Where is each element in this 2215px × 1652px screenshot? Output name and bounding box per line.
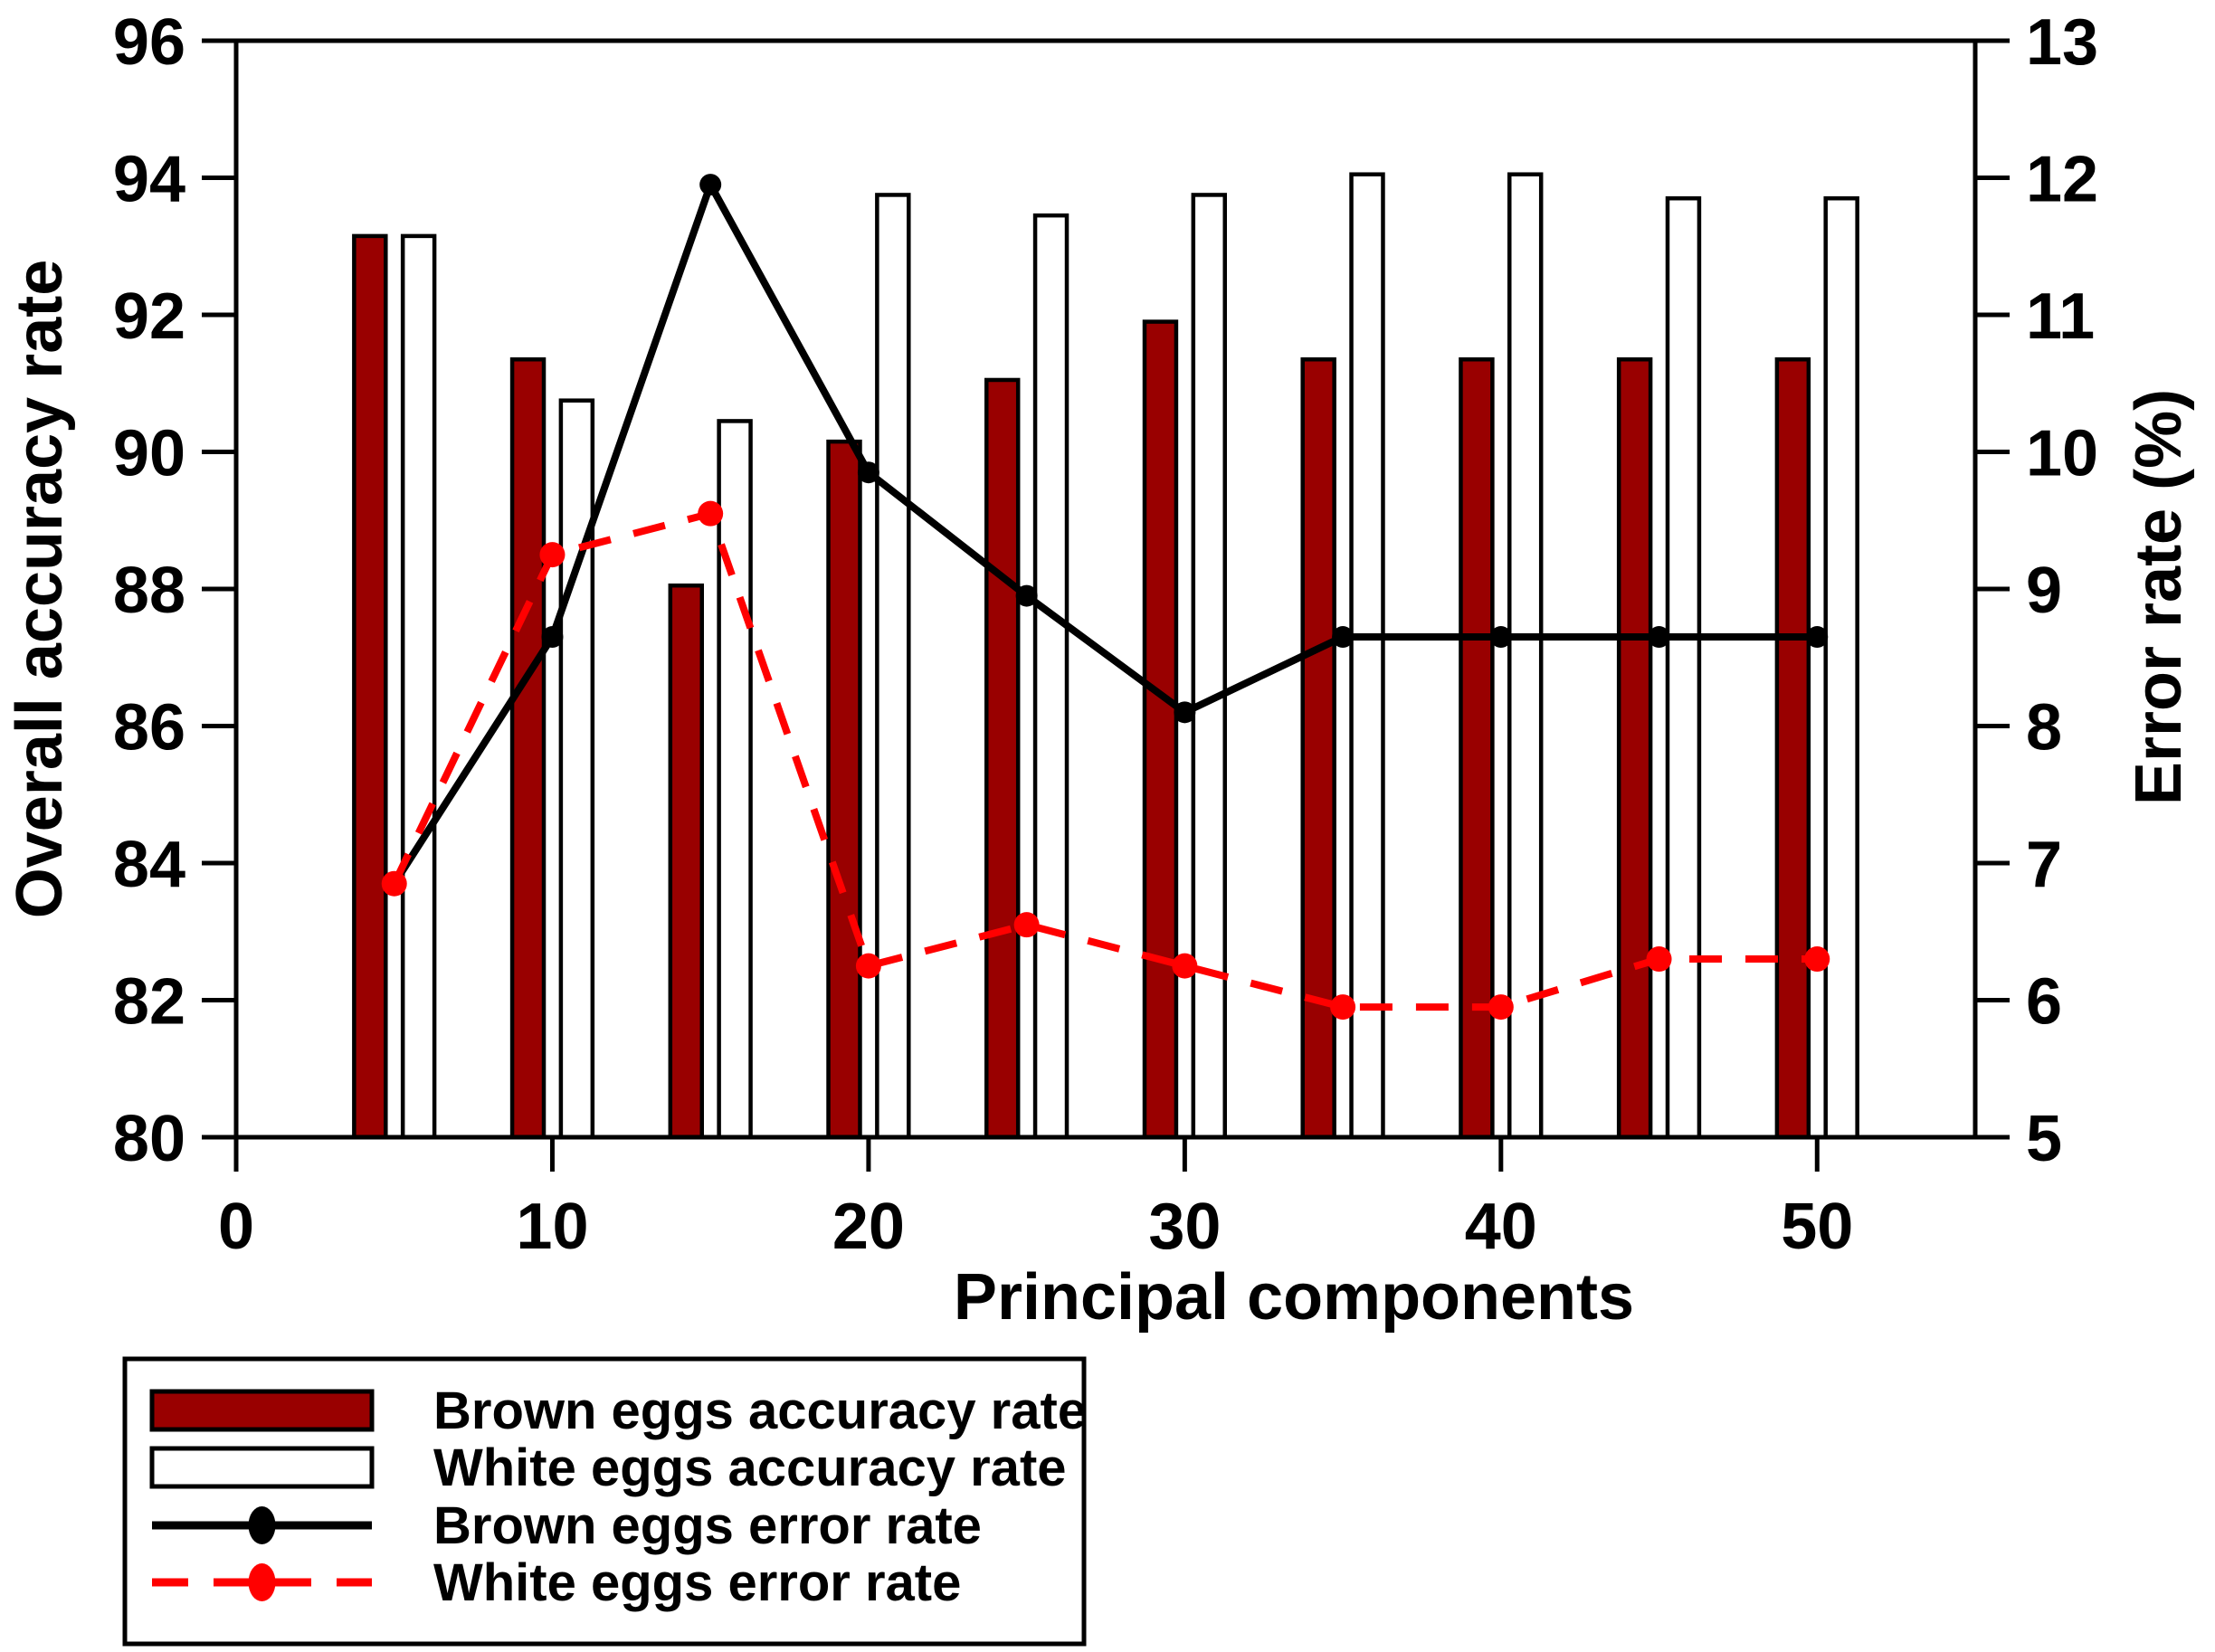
bar-white-eggs-accuracy	[1032, 213, 1069, 1140]
error-line-white-eggs	[391, 508, 1818, 1011]
bar-white-eggs-accuracy	[1823, 195, 1859, 1140]
error-line-brown-eggs-point	[1489, 626, 1512, 649]
left-axis-title: Overall accuracy rate	[4, 260, 76, 919]
error-line-brown-eggs-point	[1015, 584, 1038, 607]
error-line-white-eggs-point	[1330, 994, 1356, 1021]
bar-white-eggs-accuracy	[1349, 172, 1385, 1140]
plot-area: 80 82 84 86 88 90 92 94 96 5 6 7 8 9 10 11 12 13 0 10 20 30 40…	[113, 6, 2098, 1263]
legend-item-label: Brown eggs error rate	[433, 1496, 982, 1555]
x-axis-tick-label: 10	[516, 1191, 588, 1263]
left-axis-tick-label: 92	[113, 280, 185, 353]
error-line-white-eggs-point	[1013, 912, 1040, 938]
x-axis-tick-label: 50	[1781, 1191, 1853, 1263]
error-line-white-eggs-point	[855, 953, 881, 979]
bar-white-eggs-accuracy	[400, 233, 437, 1140]
bar-white-eggs-accuracy	[717, 419, 753, 1140]
error-line-white-eggs-point	[539, 542, 566, 568]
bar-brown-eggs-accuracy	[1774, 356, 1811, 1140]
legend-item-label: Brown eggs accuracy rate	[433, 1381, 1087, 1440]
error-line-brown-eggs-point	[857, 461, 879, 484]
right-axis-tick-label: 11	[2026, 280, 2095, 353]
x-axis-tick-label: 20	[832, 1191, 905, 1263]
x-axis-title: Principal components	[954, 1261, 1634, 1334]
bar-white-eggs-accuracy	[558, 398, 595, 1140]
right-axis-title: Error rate (%)	[2123, 389, 2195, 805]
legend-swatch-white-bar	[149, 1446, 375, 1489]
legend-marker-red	[248, 1563, 276, 1601]
right-axis-tick-label: 12	[2026, 144, 2098, 216]
error-line-white-eggs-point	[1488, 994, 1514, 1021]
error-line-brown-eggs-point	[1806, 626, 1829, 649]
left-axis-tick-label: 90	[113, 418, 185, 490]
error-line-white-eggs-point	[698, 500, 724, 527]
right-axis-tick-label: 9	[2026, 555, 2062, 627]
error-line-brown-eggs-point	[1174, 701, 1196, 724]
legend-item-label: White eggs accuracy rate	[433, 1438, 1067, 1497]
bar-white-eggs-accuracy	[1191, 193, 1227, 1140]
bar-brown-eggs-accuracy	[984, 377, 1021, 1140]
right-axis-tick-label: 7	[2026, 829, 2062, 901]
left-axis-tick-label: 88	[113, 555, 185, 627]
legend-item-label: White eggs error rate	[433, 1553, 961, 1612]
error-line-brown-eggs-point	[541, 626, 564, 649]
error-line-white-eggs-point	[1646, 946, 1672, 973]
right-axis-tick-label: 5	[2026, 1103, 2062, 1175]
x-axis-tick-label: 0	[218, 1191, 254, 1263]
legend-marker-black	[248, 1506, 276, 1544]
right-axis-tick-label: 13	[2026, 6, 2098, 79]
left-axis-tick-label: 80	[113, 1103, 185, 1175]
legend-swatch-brown-bar	[149, 1389, 375, 1432]
error-line-white-eggs-point	[381, 870, 407, 897]
left-axis-tick-label: 94	[113, 144, 185, 216]
plot-frame	[233, 38, 1978, 1140]
bar-brown-eggs-accuracy	[509, 356, 547, 1140]
bar-brown-eggs-accuracy	[1300, 356, 1336, 1140]
error-line-white-eggs-point	[1172, 953, 1198, 979]
bar-brown-eggs-accuracy	[826, 439, 862, 1140]
bar-brown-eggs-accuracy	[352, 233, 388, 1140]
left-axis-tick-label: 86	[113, 692, 185, 764]
right-axis-tick-label: 10	[2026, 418, 2098, 490]
x-axis-tick-label: 30	[1148, 1191, 1221, 1263]
bar-brown-eggs-accuracy	[668, 583, 704, 1140]
error-line-white-eggs-point	[1804, 946, 1830, 973]
right-axis-tick-label: 6	[2026, 966, 2062, 1039]
x-axis-tick-label: 40	[1465, 1191, 1537, 1263]
error-line-brown-eggs-point	[699, 174, 722, 196]
bar-white-eggs-accuracy	[1665, 195, 1702, 1140]
right-axis-tick-label: 8	[2026, 692, 2062, 764]
bar-brown-eggs-accuracy	[1142, 319, 1179, 1140]
bar-white-eggs-accuracy	[875, 193, 911, 1140]
left-axis-tick-label: 96	[113, 6, 185, 79]
bar-brown-eggs-accuracy	[1459, 356, 1495, 1140]
left-axis-tick-label: 84	[113, 829, 185, 901]
bar-brown-eggs-accuracy	[1616, 356, 1653, 1140]
error-line-brown-eggs-point	[1648, 626, 1670, 649]
error-line-brown-eggs-point	[1332, 626, 1355, 649]
left-axis-tick-label: 82	[113, 966, 185, 1039]
error-line-brown-eggs	[391, 176, 1818, 886]
